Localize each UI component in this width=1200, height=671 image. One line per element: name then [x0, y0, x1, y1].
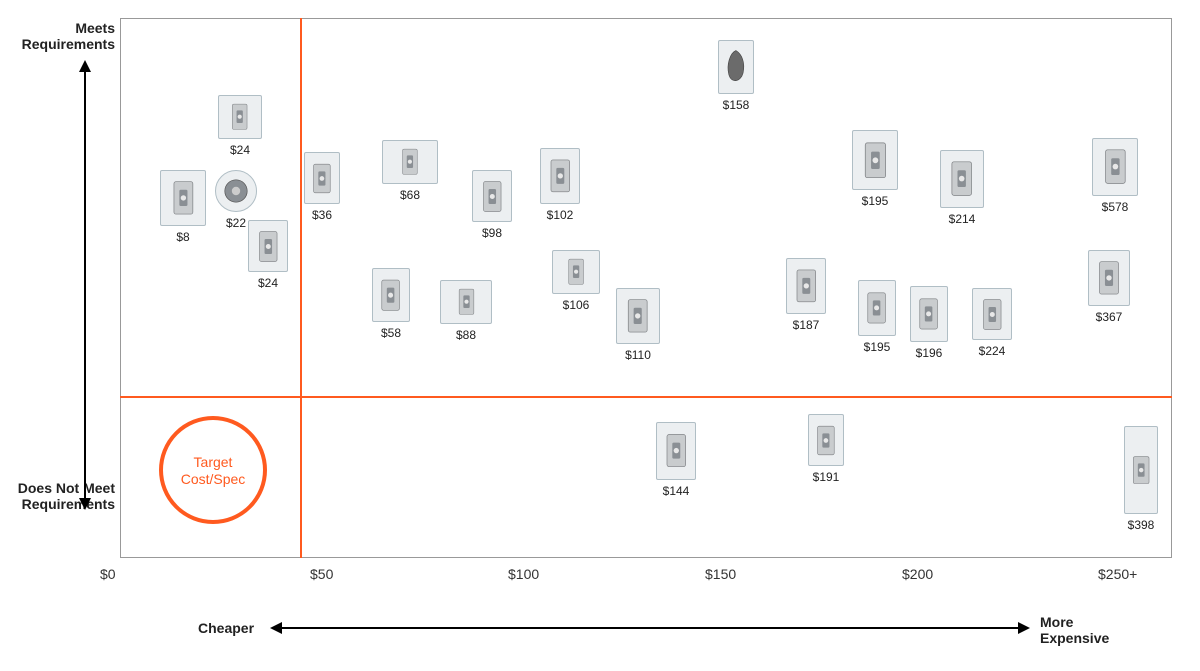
product-item-22: [215, 170, 257, 212]
price-label: $224: [967, 344, 1017, 358]
price-label: $8: [158, 230, 208, 244]
product-item-196: [910, 286, 948, 342]
price-label: $106: [551, 298, 601, 312]
product-item-191: [808, 414, 844, 466]
x-tick: $250+: [1098, 566, 1158, 582]
price-label: $214: [937, 212, 987, 226]
product-item-58: [372, 268, 410, 322]
product-item-106: [552, 250, 600, 294]
product-item-24b: [248, 220, 288, 272]
product-item-102: [540, 148, 580, 204]
product-item-144: [656, 422, 696, 480]
price-label: $102: [535, 208, 585, 222]
x-tick: $0: [100, 566, 160, 582]
divider-horizontal: [120, 396, 1172, 398]
product-item-68: [382, 140, 438, 184]
divider-vertical: [300, 18, 302, 558]
x-axis-arrow: [270, 618, 1030, 638]
chart-stage: MeetsRequirements Does Not MeetRequireme…: [0, 0, 1200, 671]
price-label: $24: [243, 276, 293, 290]
price-label: $58: [366, 326, 416, 340]
y-axis-arrow: [75, 60, 95, 510]
product-item-36: [304, 152, 340, 204]
product-item-158: [718, 40, 754, 94]
target-label: TargetCost/Spec: [163, 454, 263, 488]
price-label: $144: [651, 484, 701, 498]
price-label: $195: [852, 340, 902, 354]
product-item-8: [160, 170, 206, 226]
x-axis-right-label: MoreExpensive: [1040, 614, 1109, 646]
y-axis-top-label: MeetsRequirements: [0, 20, 115, 52]
price-label: $187: [781, 318, 831, 332]
price-label: $24: [215, 143, 265, 157]
price-label: $367: [1084, 310, 1134, 324]
x-tick: $100: [508, 566, 568, 582]
price-label: $196: [904, 346, 954, 360]
x-tick: $150: [705, 566, 765, 582]
price-label: $36: [297, 208, 347, 222]
product-item-398: [1124, 426, 1158, 514]
price-label: $88: [441, 328, 491, 342]
product-item-88: [440, 280, 492, 324]
product-item-224: [972, 288, 1012, 340]
product-item-195b: [858, 280, 896, 336]
price-label: $158: [711, 98, 761, 112]
product-item-578: [1092, 138, 1138, 196]
product-item-24a: [218, 95, 262, 139]
price-label: $110: [613, 348, 663, 362]
product-item-98: [472, 170, 512, 222]
price-label: $98: [467, 226, 517, 240]
x-tick: $200: [902, 566, 962, 582]
x-tick: $50: [310, 566, 370, 582]
product-item-187: [786, 258, 826, 314]
price-label: $68: [385, 188, 435, 202]
x-axis-left-label: Cheaper: [198, 620, 254, 636]
price-label: $191: [801, 470, 851, 484]
product-item-195a: [852, 130, 898, 190]
price-label: $578: [1090, 200, 1140, 214]
y-axis-bottom-label: Does Not MeetRequirements: [0, 480, 115, 512]
product-item-367: [1088, 250, 1130, 306]
price-label: $398: [1116, 518, 1166, 532]
price-label: $195: [850, 194, 900, 208]
product-item-214: [940, 150, 984, 208]
product-item-110: [616, 288, 660, 344]
